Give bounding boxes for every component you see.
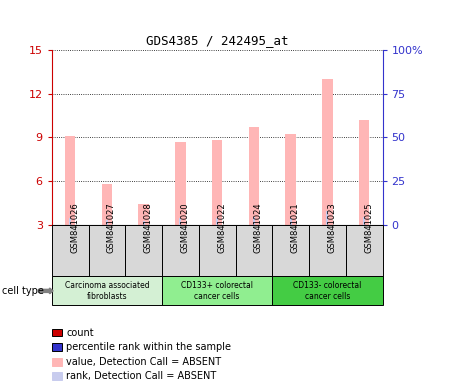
Bar bbox=[346, 225, 382, 276]
Text: GSM841022: GSM841022 bbox=[217, 202, 226, 253]
Bar bbox=[179, 218, 181, 225]
Text: cell type: cell type bbox=[2, 286, 44, 296]
Bar bbox=[212, 140, 222, 225]
Bar bbox=[175, 142, 185, 225]
Text: GSM841026: GSM841026 bbox=[70, 202, 79, 253]
Bar bbox=[272, 276, 382, 305]
Bar bbox=[89, 225, 125, 276]
Text: rank, Detection Call = ABSENT: rank, Detection Call = ABSENT bbox=[66, 371, 216, 381]
Text: GSM841025: GSM841025 bbox=[364, 202, 373, 253]
Bar bbox=[139, 204, 149, 225]
Bar bbox=[69, 218, 71, 225]
Text: GSM841028: GSM841028 bbox=[144, 202, 153, 253]
Text: GSM841021: GSM841021 bbox=[291, 202, 300, 253]
Text: count: count bbox=[66, 328, 94, 338]
Text: GSM841023: GSM841023 bbox=[328, 202, 337, 253]
Text: Carcinoma associated
fibroblasts: Carcinoma associated fibroblasts bbox=[64, 281, 149, 301]
Bar bbox=[289, 218, 292, 225]
Bar bbox=[285, 134, 296, 225]
Bar bbox=[162, 276, 272, 305]
Bar bbox=[52, 276, 162, 305]
Text: percentile rank within the sample: percentile rank within the sample bbox=[66, 342, 231, 352]
Bar bbox=[102, 184, 112, 225]
Bar bbox=[322, 79, 333, 225]
Text: GSM841027: GSM841027 bbox=[107, 202, 116, 253]
Bar bbox=[235, 225, 272, 276]
Text: CD133+ colorectal
cancer cells: CD133+ colorectal cancer cells bbox=[181, 281, 253, 301]
Text: CD133- colorectal
cancer cells: CD133- colorectal cancer cells bbox=[293, 281, 361, 301]
Bar bbox=[253, 217, 255, 225]
Bar bbox=[216, 218, 218, 225]
Bar bbox=[143, 221, 145, 225]
Bar bbox=[359, 120, 369, 225]
Bar bbox=[125, 225, 162, 276]
Bar bbox=[162, 225, 199, 276]
Bar bbox=[65, 136, 75, 225]
Bar bbox=[326, 211, 328, 225]
Bar bbox=[106, 220, 108, 225]
Text: value, Detection Call = ABSENT: value, Detection Call = ABSENT bbox=[66, 357, 221, 367]
Bar bbox=[363, 217, 365, 225]
Text: GSM841024: GSM841024 bbox=[254, 202, 263, 253]
Bar bbox=[52, 225, 89, 276]
Text: GSM841020: GSM841020 bbox=[180, 202, 189, 253]
Title: GDS4385 / 242495_at: GDS4385 / 242495_at bbox=[146, 34, 288, 47]
Bar bbox=[249, 127, 259, 225]
Bar bbox=[199, 225, 235, 276]
Bar bbox=[309, 225, 346, 276]
Bar bbox=[272, 225, 309, 276]
